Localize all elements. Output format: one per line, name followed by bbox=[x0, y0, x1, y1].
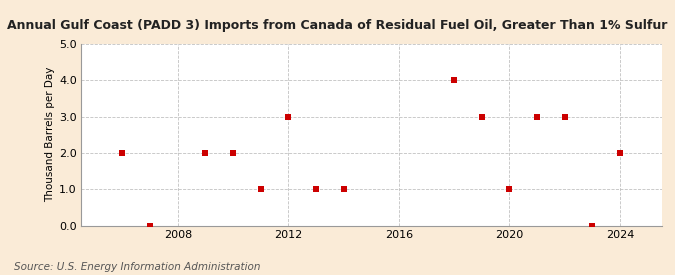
Point bbox=[200, 151, 211, 155]
Point bbox=[144, 223, 155, 228]
Point bbox=[449, 78, 460, 82]
Point bbox=[477, 114, 487, 119]
Point bbox=[338, 187, 349, 191]
Point bbox=[255, 187, 266, 191]
Point bbox=[504, 187, 515, 191]
Y-axis label: Thousand Barrels per Day: Thousand Barrels per Day bbox=[45, 67, 55, 202]
Point bbox=[532, 114, 543, 119]
Point bbox=[560, 114, 570, 119]
Point bbox=[310, 187, 321, 191]
Text: Annual Gulf Coast (PADD 3) Imports from Canada of Residual Fuel Oil, Greater Tha: Annual Gulf Coast (PADD 3) Imports from … bbox=[7, 19, 668, 32]
Point bbox=[615, 151, 626, 155]
Point bbox=[587, 223, 598, 228]
Point bbox=[117, 151, 128, 155]
Point bbox=[283, 114, 294, 119]
Point bbox=[227, 151, 238, 155]
Text: Source: U.S. Energy Information Administration: Source: U.S. Energy Information Administ… bbox=[14, 262, 260, 272]
